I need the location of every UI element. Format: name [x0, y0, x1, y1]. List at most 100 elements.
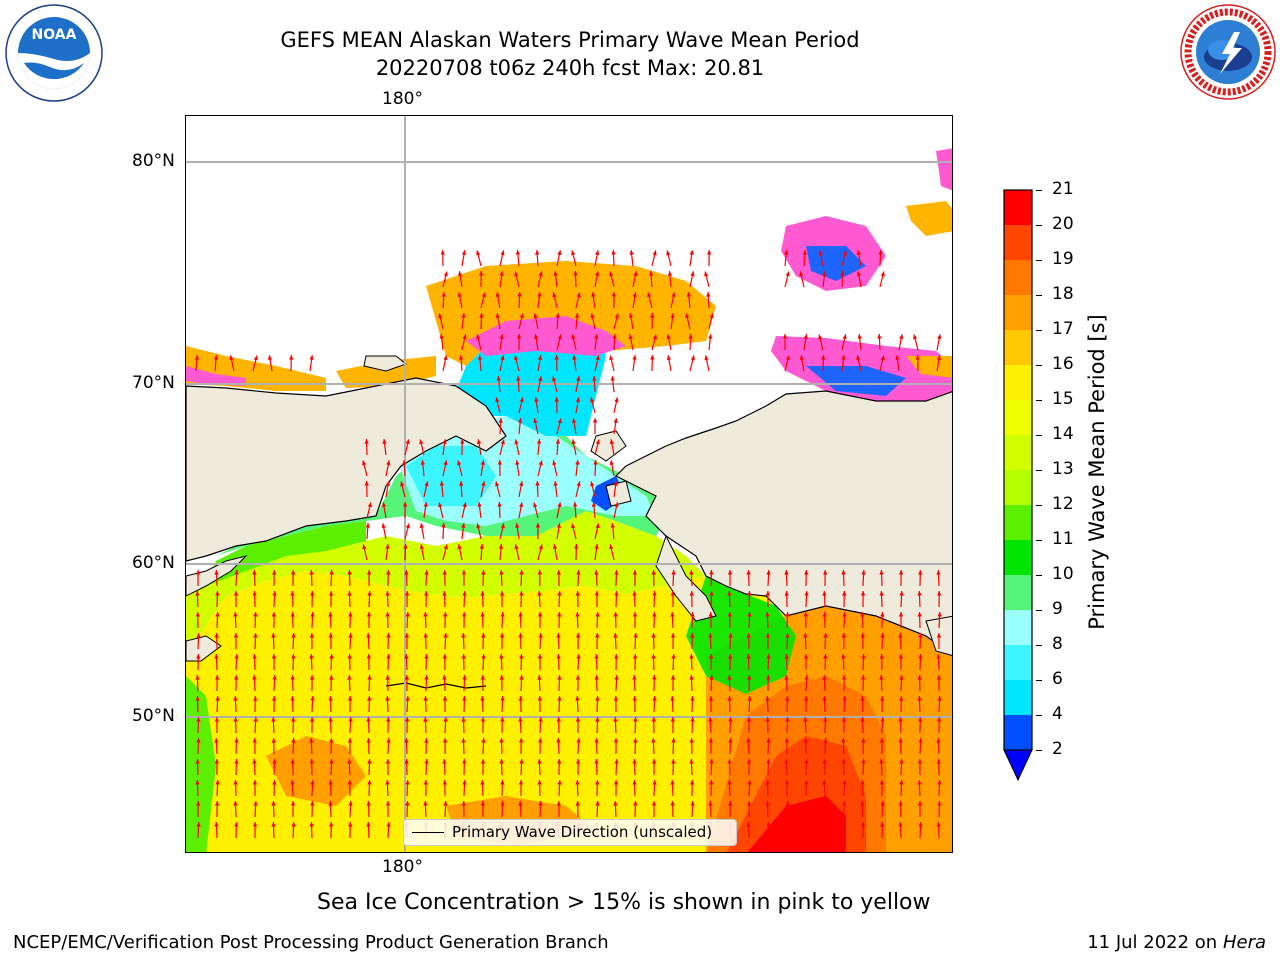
wave-direction-arrowhead — [842, 612, 847, 617]
wave-direction-arrowhead — [253, 612, 258, 617]
colorbar-tick-label: 10 — [1052, 564, 1074, 584]
wave-direction-arrowhead — [214, 570, 219, 575]
wave-direction-arrowhead — [594, 334, 599, 339]
wave-direction-arrowhead — [328, 801, 333, 806]
wave-direction-arrowhead — [499, 675, 504, 680]
wave-direction-arrowhead — [443, 544, 448, 550]
wave-direction-arrowhead — [937, 696, 942, 701]
wave-direction-arrowhead — [917, 591, 922, 596]
wave-direction-arrowhead — [842, 250, 847, 256]
wave-direction-arrowhead — [557, 759, 562, 764]
wave-direction-arrowhead — [856, 355, 861, 361]
wave-direction-arrowhead — [386, 717, 391, 722]
wave-direction-arrowhead — [765, 633, 771, 638]
wave-direction-arrowhead — [556, 523, 561, 528]
wave-direction-arrowhead — [823, 633, 828, 638]
wave-direction-arrowhead — [499, 271, 504, 276]
wave-direction-arrowhead — [424, 570, 429, 575]
wave-direction-arrowhead — [405, 780, 410, 785]
wave-direction-arrowhead — [253, 633, 258, 638]
wave-direction-arrowhead — [309, 759, 314, 764]
wave-direction-arrowhead — [803, 612, 809, 617]
wave-direction-arrowhead — [234, 738, 239, 743]
wave-direction-arrowhead — [899, 759, 904, 764]
wave-direction-arrowhead — [614, 570, 619, 575]
wave-direction-arrowhead — [595, 696, 600, 701]
wave-direction-arrowhead — [841, 654, 846, 659]
wave-direction-arrowhead — [329, 570, 334, 575]
wave-direction-arrowhead — [385, 591, 390, 596]
wave-direction-arrowhead — [632, 780, 637, 785]
colorbar-segment — [1004, 610, 1032, 645]
wave-direction-arrowhead — [328, 633, 333, 638]
wave-direction-arrowhead — [271, 654, 277, 659]
map-canvas — [186, 116, 952, 852]
wave-direction-arrowhead — [366, 801, 371, 806]
wave-direction-arrowhead — [423, 717, 428, 722]
wave-direction-arrowhead — [534, 397, 539, 402]
wave-direction-arrowhead — [609, 460, 614, 466]
wave-direction-arrowhead — [423, 801, 428, 806]
wave-direction-arrowhead — [443, 355, 448, 361]
wave-direction-arrowhead — [818, 250, 823, 256]
wave-direction-arrowhead — [233, 696, 238, 701]
wave-direction-arrowhead — [519, 397, 524, 403]
wave-direction-arrowhead — [234, 654, 239, 659]
colorbar-tick-label: 8 — [1052, 634, 1063, 654]
colorbar-tick-label: 4 — [1052, 704, 1063, 724]
wave-direction-arrowhead — [458, 355, 464, 360]
wave-direction-arrowhead — [785, 612, 790, 617]
wave-direction-arrowhead — [499, 591, 505, 596]
wave-direction-arrowhead — [347, 759, 352, 764]
wave-direction-arrowhead — [403, 544, 408, 549]
wave-direction-arrowhead — [613, 633, 618, 638]
colorbar-tick-label: 19 — [1052, 249, 1074, 269]
wave-direction-arrowhead — [367, 675, 372, 680]
wave-direction-arrowhead — [519, 759, 524, 764]
colorbar-segment — [1004, 645, 1032, 680]
colorbar-tick-label: 17 — [1052, 319, 1074, 339]
wave-direction-arrowhead — [479, 271, 484, 276]
wave-direction-arrowhead — [518, 612, 523, 617]
wave-direction-arrowhead — [822, 801, 828, 806]
wave-direction-arrowhead — [229, 355, 234, 361]
wave-direction-arrowhead — [557, 502, 562, 508]
wave-direction-arrowhead — [385, 675, 390, 680]
wave-direction-arrowhead — [557, 612, 562, 617]
wave-direction-arrowhead — [803, 801, 808, 806]
colorbar-outline — [1003, 189, 1033, 751]
wave-direction-arrowhead — [652, 250, 657, 256]
wave-direction-arrowhead — [784, 759, 789, 764]
wave-direction-arrowhead — [651, 654, 656, 659]
wave-direction-arrowhead — [633, 271, 638, 277]
wave-direction-arrowhead — [917, 759, 923, 764]
wave-direction-arrowhead — [666, 250, 671, 256]
wave-direction-arrowhead — [348, 822, 353, 827]
wave-direction-arrowhead — [784, 591, 789, 596]
lat-label-50: 50°N — [132, 706, 175, 726]
wave-direction-arrowhead — [291, 717, 296, 722]
wave-direction-arrowhead — [195, 780, 200, 785]
wave-direction-arrowhead — [271, 738, 276, 743]
wave-direction-arrowhead — [632, 759, 637, 764]
wave-direction-arrowhead — [727, 780, 732, 785]
wave-direction-arrowhead — [898, 633, 903, 638]
wave-direction-arrowhead — [652, 612, 657, 617]
wave-direction-arrowhead — [461, 570, 467, 575]
wave-direction-arrowhead — [309, 675, 315, 680]
wave-direction-arrowhead — [499, 654, 504, 659]
wave-direction-arrowhead — [234, 822, 239, 827]
wave-direction-arrowhead — [651, 570, 656, 575]
wave-direction-arrowhead — [515, 523, 520, 528]
wave-direction-arrowhead — [518, 801, 523, 806]
wave-direction-arrowhead — [671, 654, 676, 659]
wave-direction-arrowhead — [552, 544, 558, 550]
footer-host: Hera — [1222, 932, 1266, 953]
wave-direction-arrowhead — [537, 612, 543, 617]
wave-direction-arrowhead — [880, 822, 885, 827]
wave-direction-arrowhead — [594, 591, 600, 596]
wave-direction-arrowhead — [443, 633, 448, 638]
wave-direction-arrowhead — [537, 759, 542, 764]
wave-direction-arrowhead — [195, 591, 200, 596]
wave-direction-arrowhead — [613, 696, 618, 701]
